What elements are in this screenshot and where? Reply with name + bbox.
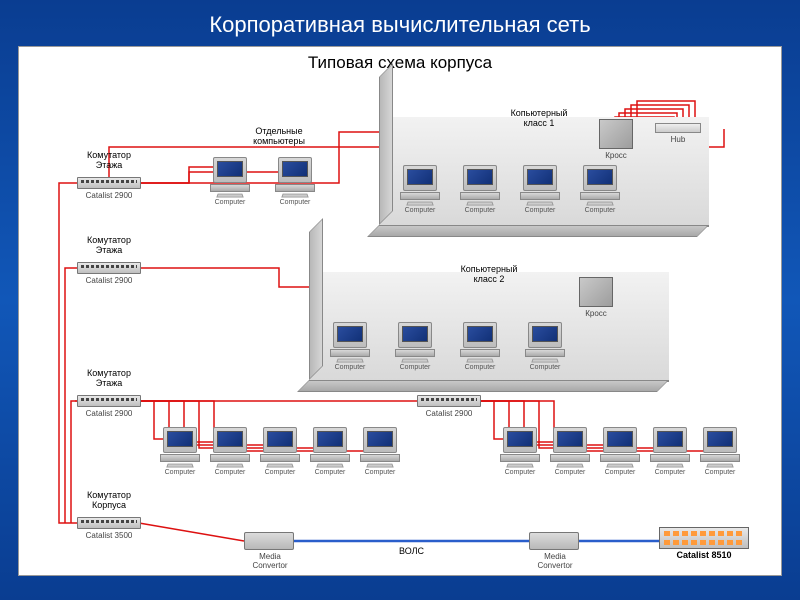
computer-icon: Computer xyxy=(259,427,301,476)
hub-label: Hub xyxy=(655,135,701,144)
computer-icon: Computer xyxy=(394,322,436,371)
computer-icon: Computer xyxy=(459,322,501,371)
cross-icon xyxy=(579,277,613,307)
switch-caption: Catalist 2900 xyxy=(73,276,145,285)
computer-label: Computer xyxy=(394,364,436,371)
computer-icon: Computer xyxy=(399,165,441,214)
vols-label: ВОЛС xyxy=(399,547,424,557)
switch-label: КомутаторЭтажа xyxy=(69,151,149,171)
computer-icon: Computer xyxy=(274,157,316,206)
slide-title: Корпоративная вычислительная сеть xyxy=(0,0,800,46)
computer-label: Computer xyxy=(309,469,351,476)
switch-icon xyxy=(77,177,141,189)
switch-label: КомутаторЭтажа xyxy=(69,369,149,389)
switch-icon xyxy=(77,262,141,274)
computer-label: Computer xyxy=(549,469,591,476)
computer-icon: Computer xyxy=(649,427,691,476)
core-switch-caption: Catalist 8510 xyxy=(659,551,749,561)
switch-icon xyxy=(417,395,481,407)
switch-caption: Catalist 3500 xyxy=(73,531,145,540)
computer-label: Computer xyxy=(499,469,541,476)
switch-caption: Catalist 2900 xyxy=(73,409,145,418)
computer-label: Computer xyxy=(649,469,691,476)
computer-label: Computer xyxy=(459,364,501,371)
switch-caption: Catalist 2900 xyxy=(73,191,145,200)
computer-label: Computer xyxy=(359,469,401,476)
computer-icon: Computer xyxy=(209,427,251,476)
cross-label: Кросс xyxy=(579,309,613,318)
computer-icon: Computer xyxy=(524,322,566,371)
cross-icon xyxy=(599,119,633,149)
computer-icon: Computer xyxy=(579,165,621,214)
computer-icon: Computer xyxy=(159,427,201,476)
computer-label: Computer xyxy=(274,199,316,206)
computer-label: Computer xyxy=(209,199,251,206)
computer-icon: Computer xyxy=(519,165,561,214)
switch-icon xyxy=(77,395,141,407)
computer-label: Computer xyxy=(209,469,251,476)
media-convertor-label: MediaConvertor xyxy=(527,552,583,570)
computer-label: Computer xyxy=(579,207,621,214)
media-convertor-icon xyxy=(529,532,579,550)
computer-label: Computer xyxy=(329,364,371,371)
computer-icon: Computer xyxy=(549,427,591,476)
computer-icon: Computer xyxy=(699,427,741,476)
switch-caption: Catalist 2900 xyxy=(413,409,485,418)
computer-icon: Computer xyxy=(209,157,251,206)
computer-icon: Computer xyxy=(459,165,501,214)
computer-label: Computer xyxy=(519,207,561,214)
switch-label: КомутаторКорпуса xyxy=(69,491,149,511)
computer-icon: Computer xyxy=(359,427,401,476)
computer-icon: Computer xyxy=(309,427,351,476)
computer-label: Computer xyxy=(159,469,201,476)
room-title: Копьютерныйкласс 2 xyxy=(439,265,539,285)
computer-icon: Computer xyxy=(329,322,371,371)
diagram-title: Типовая схема корпуса xyxy=(19,47,781,79)
media-convertor-icon xyxy=(244,532,294,550)
separate-pcs-label: Отдельныекомпьютеры xyxy=(234,127,324,147)
switch-icon xyxy=(77,517,141,529)
computer-label: Computer xyxy=(459,207,501,214)
computer-label: Computer xyxy=(259,469,301,476)
cross-label: Кросс xyxy=(599,151,633,160)
computer-label: Computer xyxy=(524,364,566,371)
computer-icon: Computer xyxy=(499,427,541,476)
computer-label: Computer xyxy=(599,469,641,476)
core-switch-icon xyxy=(659,527,749,549)
diagram-area: Типовая схема корпуса КомутаторЭтажа Cata… xyxy=(18,46,782,576)
media-convertor-label: MediaConvertor xyxy=(242,552,298,570)
switch-label: КомутаторЭтажа xyxy=(69,236,149,256)
computer-icon: Computer xyxy=(599,427,641,476)
computer-label: Computer xyxy=(399,207,441,214)
hub-icon xyxy=(655,123,701,133)
room-title: Копьютерныйкласс 1 xyxy=(489,109,589,129)
computer-label: Computer xyxy=(699,469,741,476)
